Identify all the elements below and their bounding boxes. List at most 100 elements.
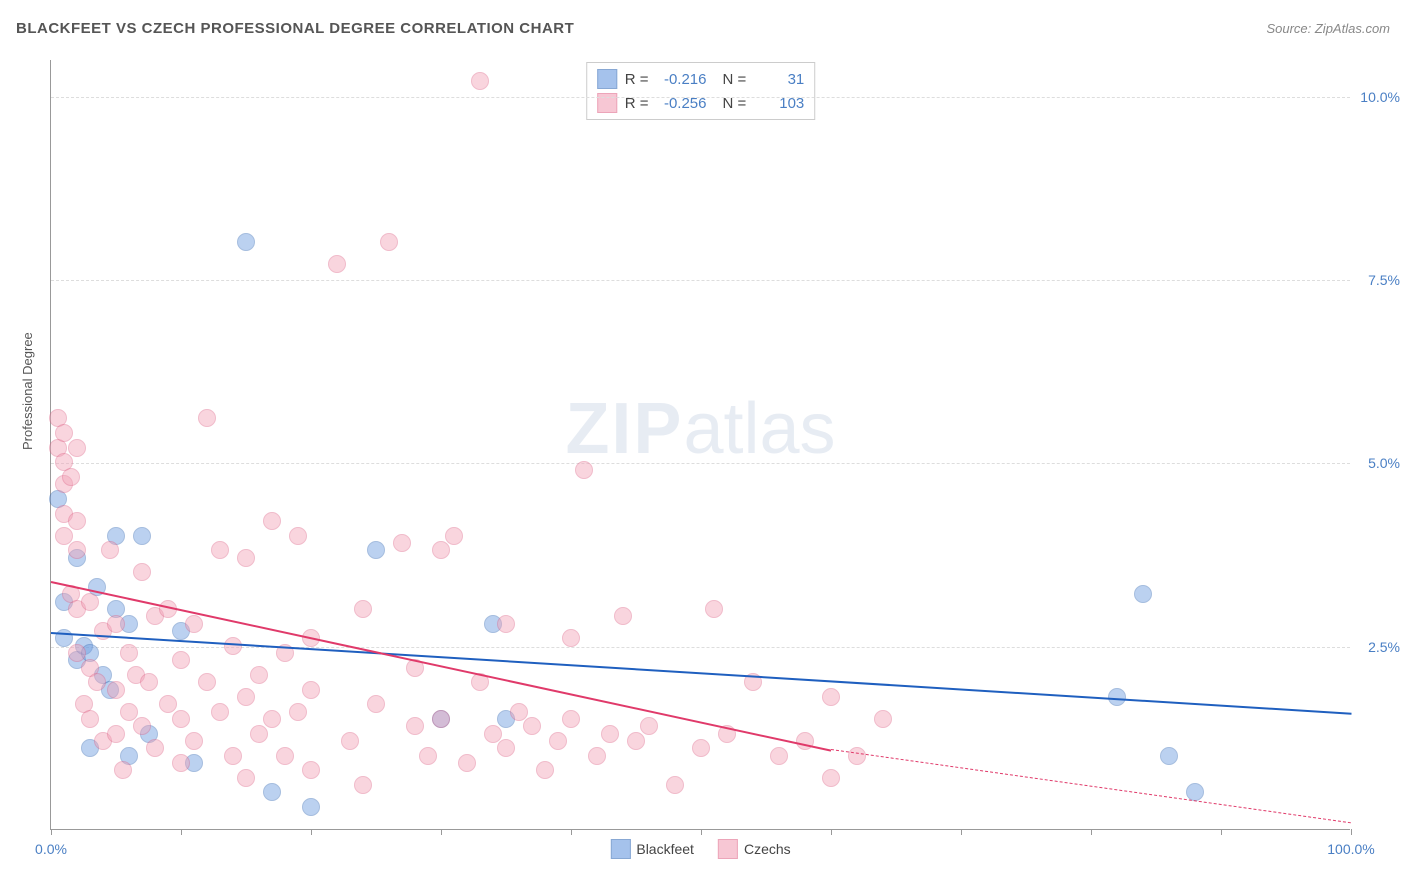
legend-swatch [610,839,630,859]
scatter-point [822,769,840,787]
scatter-point [848,747,866,765]
ytick-label: 10.0% [1355,89,1400,105]
scatter-point [497,615,515,633]
scatter-point [140,673,158,691]
scatter-point [237,233,255,251]
scatter-point [198,409,216,427]
stats-row: R =-0.256N =103 [597,91,805,115]
scatter-point [250,725,268,743]
xtick [311,829,312,835]
stats-row: R =-0.216N =31 [597,67,805,91]
scatter-point [237,769,255,787]
scatter-point [172,754,190,772]
ytick-label: 2.5% [1355,639,1400,655]
scatter-point [523,717,541,735]
gridline [51,280,1350,281]
scatter-point [302,798,320,816]
plot-area: ZIPatlas R =-0.216N =31R =-0.256N =103 B… [50,60,1350,830]
scatter-point [263,710,281,728]
legend-item: Blackfeet [610,839,694,859]
xtick [571,829,572,835]
scatter-point [107,681,125,699]
scatter-point [62,468,80,486]
watermark: ZIPatlas [565,388,835,470]
xtick [701,829,702,835]
scatter-point [263,512,281,530]
scatter-point [263,783,281,801]
scatter-point [224,747,242,765]
scatter-point [146,739,164,757]
scatter-point [211,703,229,721]
stat-n-value: 31 [754,71,804,88]
scatter-point [588,747,606,765]
legend-swatch [718,839,738,859]
stat-r-label: R = [625,71,649,88]
xtick [961,829,962,835]
y-axis-label: Professional Degree [20,332,35,450]
scatter-point [120,703,138,721]
scatter-point [575,461,593,479]
scatter-point [114,761,132,779]
scatter-point [484,725,502,743]
scatter-point [640,717,658,735]
scatter-point [406,717,424,735]
source-label: Source: ZipAtlas.com [1266,21,1390,36]
scatter-point [692,739,710,757]
xtick [1221,829,1222,835]
scatter-point [562,629,580,647]
xtick [51,829,52,835]
scatter-point [107,725,125,743]
scatter-point [237,549,255,567]
scatter-point [822,688,840,706]
ytick-label: 5.0% [1355,455,1400,471]
scatter-point [432,541,450,559]
scatter-point [1160,747,1178,765]
xtick [1091,829,1092,835]
scatter-point [302,681,320,699]
scatter-point [627,732,645,750]
xtick-label: 0.0% [35,841,67,857]
ytick-label: 7.5% [1355,272,1400,288]
scatter-point [328,255,346,273]
xtick-label: 100.0% [1327,841,1374,857]
gridline [51,97,1350,98]
scatter-point [55,424,73,442]
scatter-point [250,666,268,684]
scatter-point [68,512,86,530]
scatter-point [211,541,229,559]
scatter-point [101,541,119,559]
scatter-point [666,776,684,794]
scatter-point [341,732,359,750]
scatter-point [81,710,99,728]
scatter-point [601,725,619,743]
trend-line-extrapolated [831,749,1351,823]
scatter-point [289,703,307,721]
scatter-point [367,541,385,559]
scatter-point [510,703,528,721]
legend-label: Blackfeet [636,841,694,857]
scatter-point [68,644,86,662]
scatter-point [549,732,567,750]
scatter-point [562,710,580,728]
stats-legend-box: R =-0.216N =31R =-0.256N =103 [586,62,816,120]
scatter-point [88,673,106,691]
gridline [51,463,1350,464]
scatter-point [536,761,554,779]
scatter-point [770,747,788,765]
xtick [441,829,442,835]
scatter-point [289,527,307,545]
scatter-point [380,233,398,251]
scatter-point [354,600,372,618]
legend-item: Czechs [718,839,791,859]
scatter-point [185,732,203,750]
scatter-point [68,541,86,559]
xtick [831,829,832,835]
scatter-point [354,776,372,794]
scatter-point [120,644,138,662]
scatter-point [302,761,320,779]
scatter-point [55,527,73,545]
scatter-point [172,651,190,669]
gridline [51,647,1350,648]
scatter-point [81,593,99,611]
scatter-point [133,527,151,545]
